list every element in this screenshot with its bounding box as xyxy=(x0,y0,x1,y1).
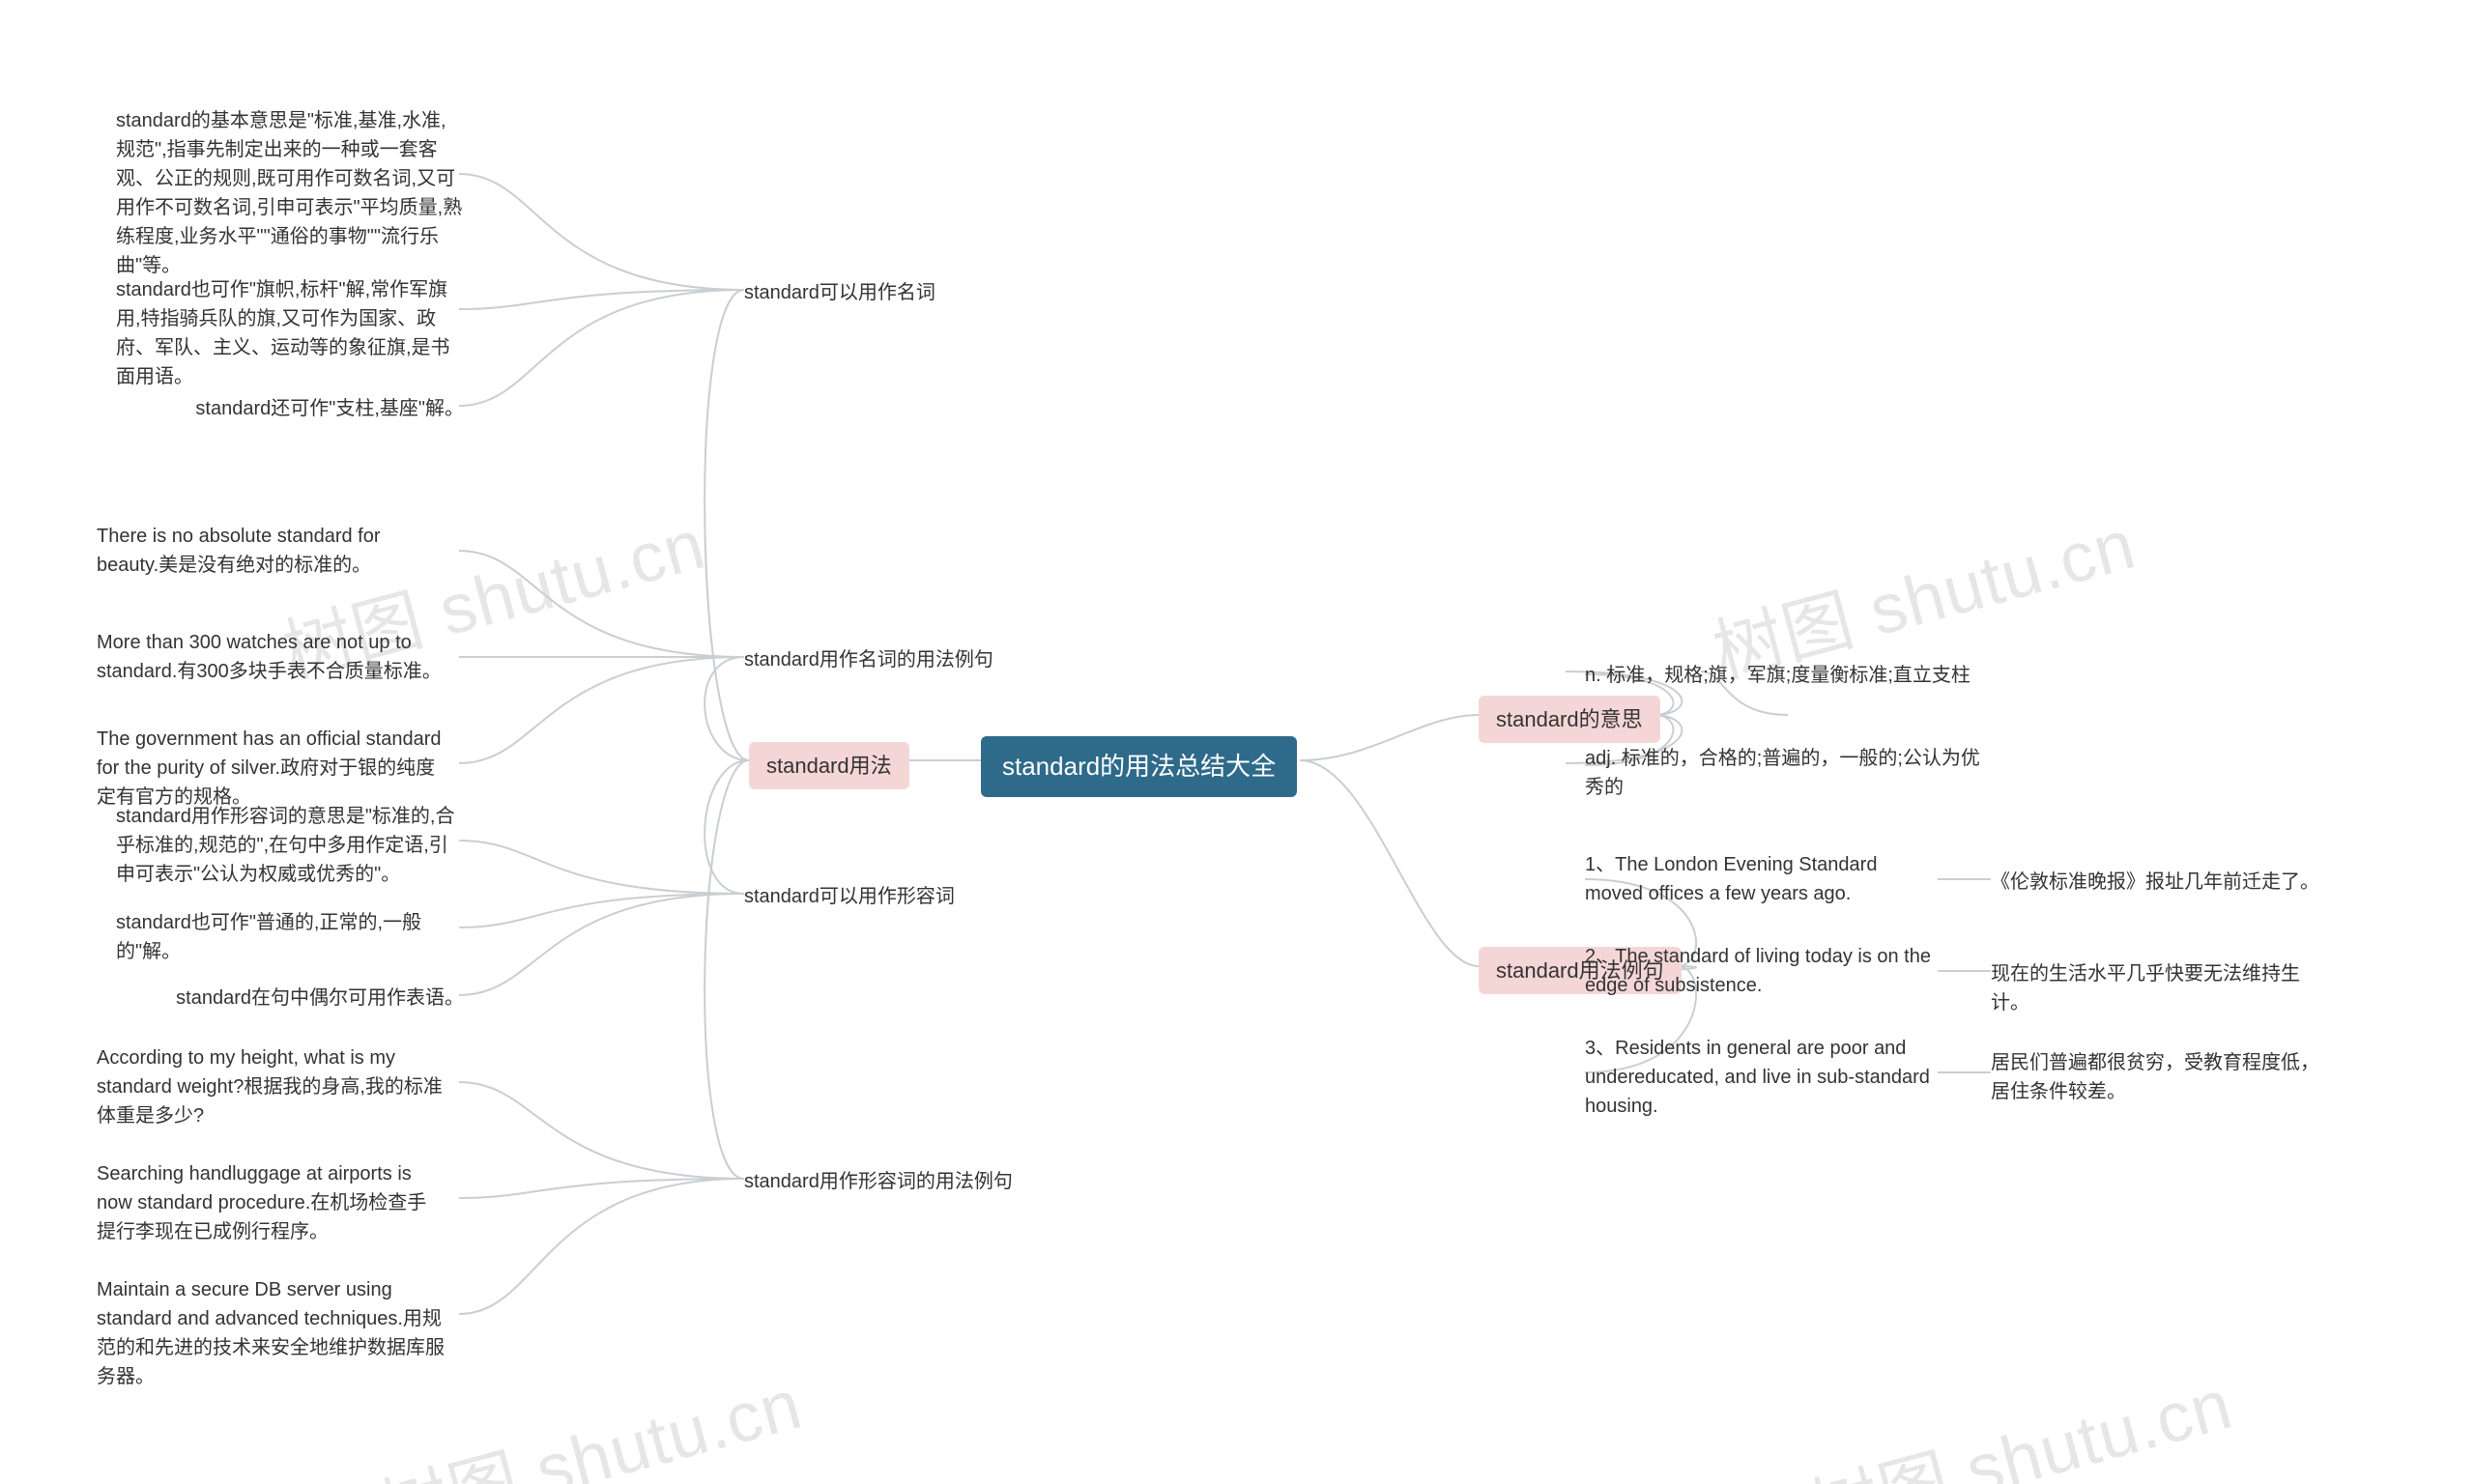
leaf-adjex-3: Maintain a secure DB server using standa… xyxy=(97,1275,445,1391)
leaf-sent-1-zh: 《伦敦标准晚报》报址几年前迁走了。 xyxy=(1991,868,2319,897)
mindmap-canvas: 树图 shutu.cn 树图 shutu.cn 树图 shutu.cn 树图 s… xyxy=(0,0,2474,1484)
leaf-adj-2: standard也可作"普通的,正常的,一般的"解。 xyxy=(116,908,464,966)
leaf-adjex-2: Searching handluggage at airports is now… xyxy=(97,1159,445,1246)
leaf-nounex-2: More than 300 watches are not up to stan… xyxy=(97,628,445,686)
leaf-sent-3-en: 3、Residents in general are poor and unde… xyxy=(1585,1034,1933,1121)
leaf-nounex-1: There is no absolute standard for beauty… xyxy=(97,522,445,580)
leaf-noun-1: standard的基本意思是"标准,基准,水准,规范",指事先制定出来的一种或一… xyxy=(116,106,464,280)
root-node[interactable]: standard的用法总结大全 xyxy=(981,736,1297,797)
leaf-meaning-1: n. 标准，规格;旗，军旗;度量衡标准;直立支柱 xyxy=(1585,661,1991,690)
leaf-sent-3-zh: 居民们普遍都很贫穷，受教育程度低，居住条件较差。 xyxy=(1991,1048,2319,1106)
leaf-sent-1-en: 1、The London Evening Standard moved offi… xyxy=(1585,850,1933,908)
branch-usage[interactable]: standard用法 xyxy=(749,742,909,789)
leaf-meaning-2: adj. 标准的，合格的;普遍的，一般的;公认为优秀的 xyxy=(1585,744,1991,802)
leaf-sent-2-en: 2、The standard of living today is on the… xyxy=(1585,942,1933,1000)
leaf-adj-3: standard在句中偶尔可用作表语。 xyxy=(116,984,464,1013)
leaf-adj-1: standard用作形容词的意思是"标准的,合乎标准的,规范的",在句中多用作定… xyxy=(116,802,464,889)
leaf-noun-3: standard还可作"支柱,基座"解。 xyxy=(116,394,464,423)
sub-noun-examples[interactable]: standard用作名词的用法例句 xyxy=(744,645,993,674)
sub-adj[interactable]: standard可以用作形容词 xyxy=(744,882,955,911)
sub-noun[interactable]: standard可以用作名词 xyxy=(744,278,935,307)
leaf-nounex-3: The government has an official standard … xyxy=(97,725,445,812)
leaf-adjex-1: According to my height, what is my stand… xyxy=(97,1043,445,1130)
sub-adj-examples[interactable]: standard用作形容词的用法例句 xyxy=(744,1167,1013,1196)
leaf-noun-2: standard也可作"旗帜,标杆"解,常作军旗用,特指骑兵队的旗,又可作为国家… xyxy=(116,275,464,391)
watermark: 树图 shutu.cn xyxy=(1798,1347,2241,1484)
leaf-sent-2-zh: 现在的生活水平几乎快要无法维持生计。 xyxy=(1991,959,2319,1017)
branch-meaning[interactable]: standard的意思 xyxy=(1479,696,1660,743)
